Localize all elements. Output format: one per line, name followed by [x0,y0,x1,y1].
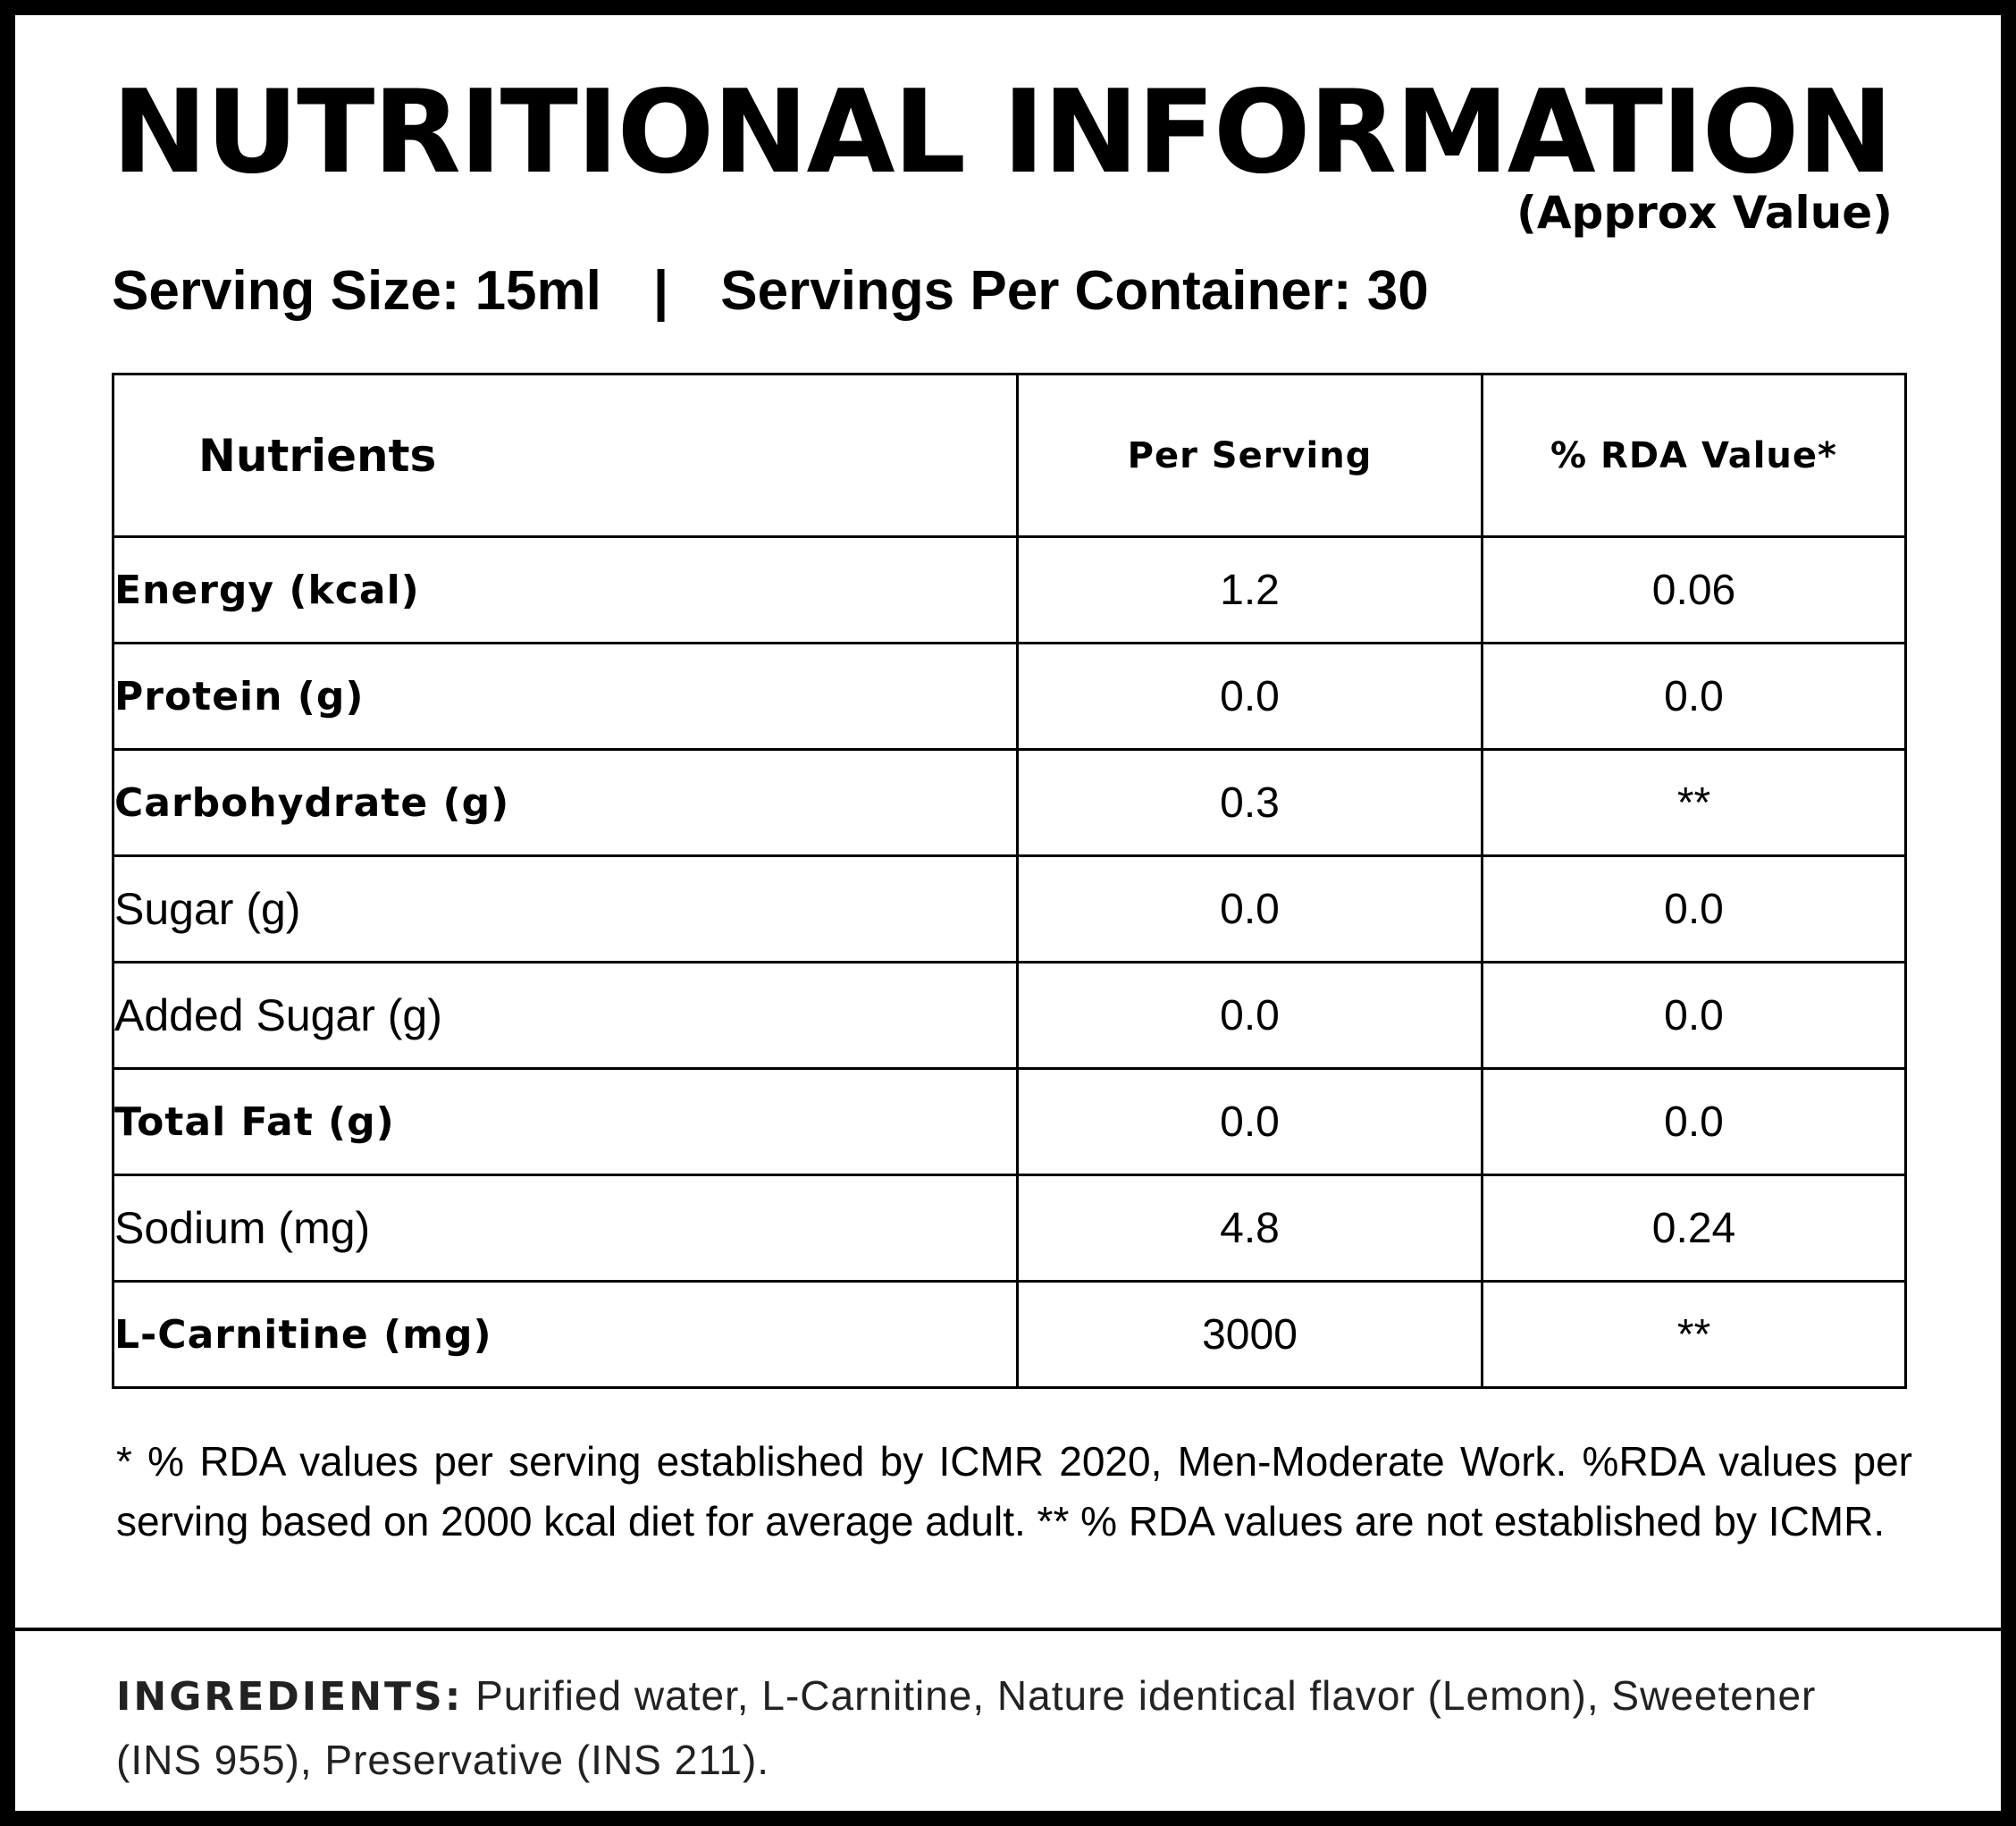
ingredients-label: INGREDIENTS: [116,1674,464,1720]
table-header-row: Nutrients Per Serving % RDA Value* [112,373,1907,538]
per-serving-value: 0.0 [1016,642,1483,751]
nutrition-table: Nutrients Per Serving % RDA Value* Energ… [112,373,1907,1389]
nutrient-name: Total Fat (g) [112,1067,1019,1176]
nutrient-name: Sodium (mg) [112,1174,1019,1283]
nutrient-name: Sugar (g) [112,854,1019,963]
per-serving-value: 3000 [1016,1280,1483,1389]
table-row: Sodium (mg) 4.8 0.24 [112,1174,1907,1283]
per-serving-value: 0.3 [1016,748,1483,857]
header-per-serving: Per Serving [1016,373,1483,538]
nutrition-label: NUTRITIONAL INFORMATION (Approx Value) S… [15,15,2001,1811]
serving-separator: | [652,260,669,322]
nutrient-name: Energy (kcal) [112,535,1019,644]
header-rda-value: % RDA Value* [1481,373,1907,538]
per-serving-value: 1.2 [1016,535,1483,644]
rda-value: 0.06 [1481,535,1907,644]
servings-per-container: Servings Per Container: 30 [720,260,1429,322]
rda-value: 0.0 [1481,1067,1907,1176]
ingredients: INGREDIENTS: Purified water, L-Carnitine… [116,1664,1903,1791]
serving-size: Serving Size: 15ml [112,260,601,322]
per-serving-value: 0.0 [1016,854,1483,963]
section-divider [15,1628,2001,1631]
table-row: L-Carnitine (mg) 3000 ** [112,1280,1907,1389]
nutrient-name: L-Carnitine (mg) [112,1280,1019,1389]
rda-footnote: * % RDA values per serving established b… [116,1438,1912,1544]
per-serving-value: 0.0 [1016,961,1483,1070]
nutrient-name: Added Sugar (g) [112,961,1019,1070]
page-title: NUTRITIONAL INFORMATION [112,66,1894,199]
table-row: Sugar (g) 0.0 0.0 [112,854,1907,963]
nutrient-name: Carbohydrate (g) [112,748,1019,857]
table-row: Added Sugar (g) 0.0 0.0 [112,961,1907,1070]
rda-value: 0.0 [1481,854,1907,963]
table-row: Carbohydrate (g) 0.3 ** [112,748,1907,857]
rda-value: 0.0 [1481,642,1907,751]
rda-value: ** [1481,748,1907,857]
nutrient-name: Protein (g) [112,642,1019,751]
approx-value-note: (Approx Value) [1516,187,1893,239]
ingredients-text: Purified water, L-Carnitine, Nature iden… [116,1672,1817,1783]
table-row: Protein (g) 0.0 0.0 [112,642,1907,751]
per-serving-value: 0.0 [1016,1067,1483,1176]
table-row: Total Fat (g) 0.0 0.0 [112,1067,1907,1176]
rda-value: 0.24 [1481,1174,1907,1283]
rda-value: 0.0 [1481,961,1907,1070]
header-nutrients: Nutrients [112,373,1019,538]
rda-value: ** [1481,1280,1907,1389]
table-row: Energy (kcal) 1.2 0.06 [112,535,1907,644]
per-serving-value: 4.8 [1016,1174,1483,1283]
serving-info: Serving Size: 15ml | Servings Per Containe… [112,264,1429,319]
